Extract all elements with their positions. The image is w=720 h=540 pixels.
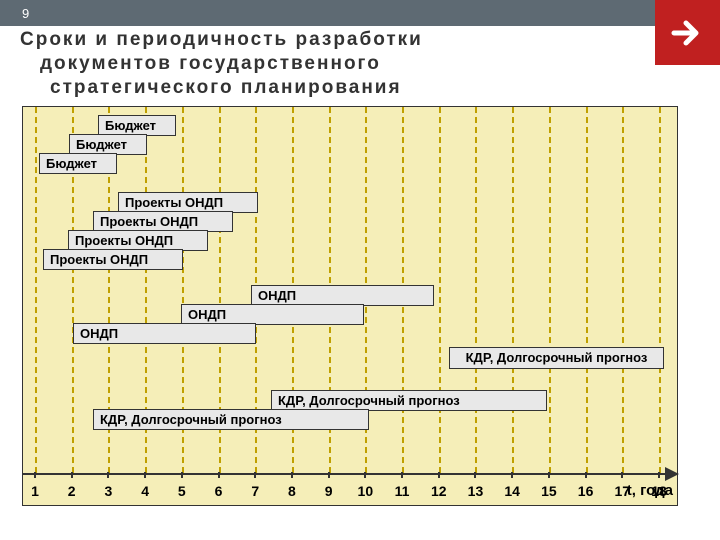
tick-label: 18 bbox=[651, 483, 667, 499]
logo-badge bbox=[655, 0, 720, 65]
tick-label: 15 bbox=[541, 483, 557, 499]
title-line: Сроки и периодичность разработки bbox=[20, 28, 423, 52]
tick bbox=[328, 472, 330, 478]
timeline-box: Проекты ОНДП bbox=[93, 211, 233, 232]
tick bbox=[254, 472, 256, 478]
tick-label: 10 bbox=[358, 483, 374, 499]
tick bbox=[474, 472, 476, 478]
tick bbox=[621, 472, 623, 478]
timeline-box: КДР, Долгосрочный прогноз bbox=[449, 347, 664, 369]
grid-line bbox=[512, 107, 514, 473]
tick bbox=[71, 472, 73, 478]
timeline-box: Бюджет bbox=[98, 115, 176, 136]
tick-label: 3 bbox=[105, 483, 113, 499]
tick bbox=[585, 472, 587, 478]
title-line: стратегического планирования bbox=[50, 76, 423, 100]
tick-label: 5 bbox=[178, 483, 186, 499]
tick bbox=[107, 472, 109, 478]
tick bbox=[438, 472, 440, 478]
timeline-box: КДР, Долгосрочный прогноз bbox=[271, 390, 547, 411]
tick-label: 16 bbox=[578, 483, 594, 499]
tick bbox=[34, 472, 36, 478]
tick bbox=[548, 472, 550, 478]
grid-line bbox=[35, 107, 37, 473]
tick-label: 14 bbox=[504, 483, 520, 499]
tick bbox=[218, 472, 220, 478]
timeline-box: ОНДП bbox=[181, 304, 364, 325]
timeline-box: Проекты ОНДП bbox=[68, 230, 208, 251]
tick-label: 9 bbox=[325, 483, 333, 499]
grid-line bbox=[549, 107, 551, 473]
tick-label: 7 bbox=[251, 483, 259, 499]
timeline-box: Проекты ОНДП bbox=[43, 249, 183, 270]
axis-arrow-icon bbox=[665, 467, 679, 481]
tick-label: 8 bbox=[288, 483, 296, 499]
tick bbox=[291, 472, 293, 478]
timeline-box: Бюджет bbox=[69, 134, 147, 155]
grid-line bbox=[586, 107, 588, 473]
tick-label: 1 bbox=[31, 483, 39, 499]
arrow-icon bbox=[668, 13, 708, 53]
timeline-box: Бюджет bbox=[39, 153, 117, 174]
timeline-box: Проекты ОНДП bbox=[118, 192, 258, 213]
tick bbox=[181, 472, 183, 478]
tick bbox=[401, 472, 403, 478]
grid-line bbox=[475, 107, 477, 473]
tick bbox=[144, 472, 146, 478]
tick bbox=[658, 472, 660, 478]
grid-line bbox=[439, 107, 441, 473]
title-line: документов государственного bbox=[40, 52, 423, 76]
x-axis bbox=[23, 473, 677, 475]
page-title: Сроки и периодичность разработки докумен… bbox=[20, 28, 423, 99]
tick-label: 12 bbox=[431, 483, 447, 499]
tick-label: 13 bbox=[468, 483, 484, 499]
tick bbox=[511, 472, 513, 478]
tick-label: 4 bbox=[141, 483, 149, 499]
grid-line bbox=[659, 107, 661, 473]
tick-label: 17 bbox=[614, 483, 630, 499]
timeline-box: ОНДП bbox=[251, 285, 434, 306]
tick bbox=[364, 472, 366, 478]
timeline-chart: t, года 123456789101112131415161718Бюдже… bbox=[22, 106, 678, 506]
timeline-box: КДР, Долгосрочный прогноз bbox=[93, 409, 369, 430]
timeline-box: ОНДП bbox=[73, 323, 256, 344]
grid-line bbox=[622, 107, 624, 473]
tick-label: 6 bbox=[215, 483, 223, 499]
page-number: 9 bbox=[22, 6, 29, 21]
tick-label: 2 bbox=[68, 483, 76, 499]
tick-label: 11 bbox=[395, 483, 410, 499]
